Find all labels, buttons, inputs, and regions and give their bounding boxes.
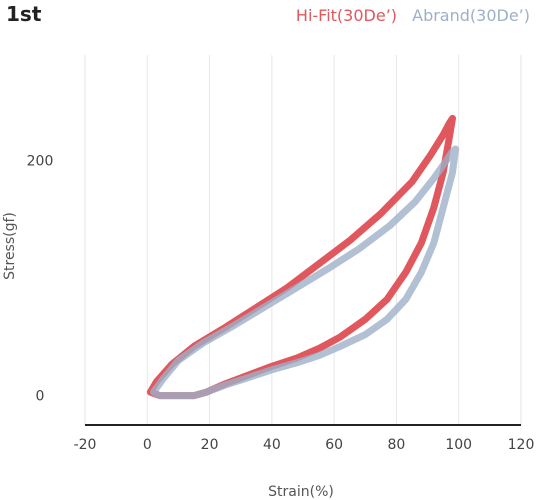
legend-item-abrand: Abrand(30De’)	[412, 6, 530, 25]
series-layer	[146, 114, 460, 400]
x-tick-label: 80	[388, 437, 406, 453]
grid-layer	[84, 55, 522, 425]
label-layer: -20 0 20 40 60 80 100 120 0 200 Strain(%) Stress(gf…	[2, 154, 534, 500]
y-tick-label: 0	[36, 389, 45, 405]
x-tick-label: -20	[74, 437, 97, 453]
x-tick-label: 20	[201, 437, 219, 453]
x-tick-label: 100	[445, 437, 472, 453]
chart-title: 1st	[6, 2, 42, 26]
x-tick-label: 40	[263, 437, 281, 453]
y-axis-label: Stress(gf)	[2, 212, 18, 280]
series-line-abrand	[150, 145, 460, 400]
legend: Hi-Fit(30De’) Abrand(30De’)	[286, 6, 530, 25]
x-tick-label: 120	[508, 437, 535, 453]
legend-item-hifit: Hi-Fit(30De’)	[295, 6, 398, 25]
x-tick-label: 60	[325, 437, 343, 453]
x-axis-label: Strain(%)	[268, 484, 334, 500]
series-line-hifit	[146, 114, 456, 400]
x-tick-label: 0	[143, 437, 152, 453]
y-tick-label: 200	[27, 154, 54, 170]
